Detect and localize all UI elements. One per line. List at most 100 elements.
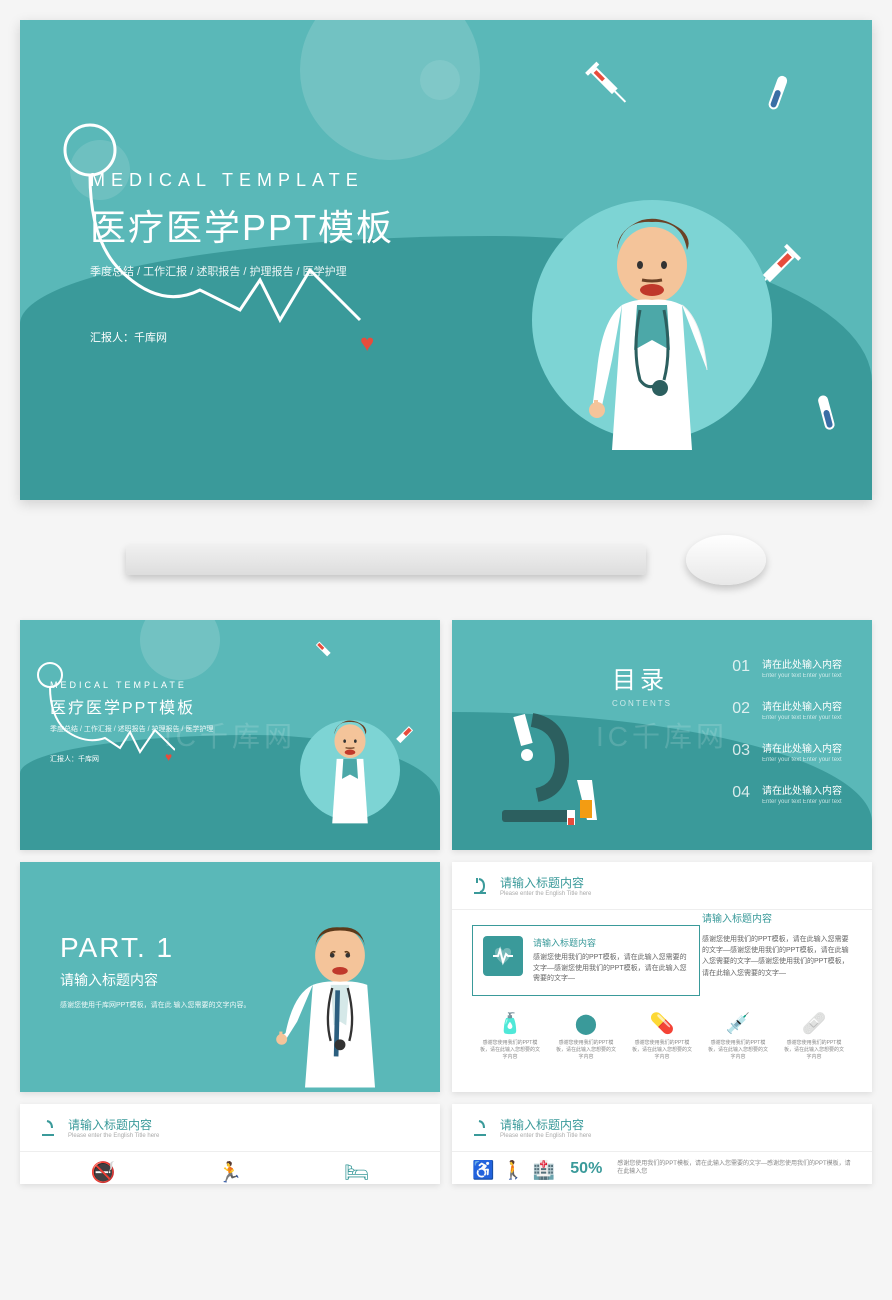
presenter: 汇报人：千库网 bbox=[90, 329, 394, 345]
toc-text: 请在此处输入内容 bbox=[762, 702, 842, 713]
stat-percent: 50% bbox=[570, 1160, 602, 1178]
toc-desc: Enter your text Enter your text bbox=[762, 757, 842, 763]
tags: 季度总结 / 工作汇报 / 述职报告 / 护理报告 / 医学护理 bbox=[90, 263, 394, 279]
part-desc: 感谢您使用千库网PPT模板，请在此 输入您需要的文字内容。 bbox=[60, 1000, 251, 1011]
icon-item: 💊 感谢您使用我们的PPT模板，请在此输入您想要的文字内容 bbox=[632, 1011, 692, 1061]
toc-text: 请在此处输入内容 bbox=[762, 744, 842, 755]
side-desc: 感谢您使用我们的PPT模板，请在此输入您需要的文字—感谢您使用我们的PPT模板，… bbox=[702, 934, 852, 979]
feature-text: 感谢您使用我们的PPT模板，请在此输入您需要的文字—感谢您使用我们的PPT模板，… bbox=[533, 953, 689, 985]
toc-desc: Enter your text Enter your text bbox=[762, 799, 842, 805]
heartbeat-icon bbox=[483, 936, 523, 976]
content-subtitle: Please enter the English Title here bbox=[500, 891, 591, 897]
microscope-icon bbox=[472, 1118, 492, 1138]
thumb-title-area: MEDICAL TEMPLATE 医疗医学PPT模板 季度总结 / 工作汇报 /… bbox=[50, 680, 213, 764]
capsule-icon: 💊 bbox=[632, 1011, 692, 1036]
stat-text: 感谢您使用我们的PPT模板，请在此输入您需要的文字—感谢您使用我们的PPT模板，… bbox=[617, 1160, 852, 1184]
three-col: 🚭请输入标题内容 🏃请输入标题内容 🛏请输入标题内容 bbox=[20, 1152, 440, 1184]
col-item: 🛏请输入标题内容 bbox=[329, 1160, 385, 1184]
stat-row: ♿ 🚶 🏥 50% 60% 感谢您使用我们的PPT模板，请在此输入您需要的文字—… bbox=[452, 1152, 872, 1184]
part-num: PART. 1 bbox=[60, 932, 251, 964]
toc-text: 请在此处输入内容 bbox=[762, 660, 842, 671]
subtitle-en: MEDICAL TEMPLATE bbox=[50, 680, 213, 690]
icon-item: 💉 感谢您使用我们的PPT模板，请在此输入您想要的文字内容 bbox=[708, 1011, 768, 1061]
toc-item: 03 请在此处输入内容 Enter your text Enter your tex… bbox=[732, 739, 842, 763]
mouse-graphic bbox=[686, 535, 766, 585]
icon-row: 🧴感谢您使用我们的PPT模板，请在此输入您想要的文字内容 ⬤感谢您使用我们的PP… bbox=[472, 1011, 852, 1061]
stat-percent: 60% bbox=[570, 1182, 602, 1184]
microscope-icon bbox=[40, 1118, 60, 1138]
content-header: 请输入标题内容Please enter the English Title he… bbox=[20, 1104, 440, 1152]
thumb-cover: ♥ MEDICAL TEMPLATE 医疗医学PPT模板 季度总结 / 工作汇报… bbox=[20, 620, 440, 850]
toc-num: 03 bbox=[732, 742, 750, 760]
bandaid-icon: 🩹 bbox=[784, 1011, 844, 1036]
icon-text: 感谢您使用我们的PPT模板，请在此输入您想要的文字内容 bbox=[708, 1040, 768, 1061]
toc-text: 请在此处输入内容 bbox=[762, 786, 842, 797]
toc-list: 01 请在此处输入内容 Enter your text Enter your tex… bbox=[732, 655, 842, 823]
side-title: 请输入标题内容 bbox=[702, 912, 852, 928]
pill-icon: ⬤ bbox=[556, 1011, 616, 1036]
content-subtitle: Please enter the English Title here bbox=[500, 1133, 591, 1139]
icon-text: 感谢您使用我们的PPT模板，请在此输入您想要的文字内容 bbox=[632, 1040, 692, 1061]
toc-desc: Enter your text Enter your text bbox=[762, 673, 842, 679]
walking-icon: 🚶 bbox=[502, 1160, 524, 1184]
hospital-icon: 🏥 bbox=[533, 1160, 555, 1184]
doctor-illustration bbox=[270, 912, 410, 1092]
thumb-partial-right: 请输入标题内容Please enter the English Title he… bbox=[452, 1104, 872, 1184]
icon-text: 感谢您使用我们的PPT模板，请在此输入您想要的文字内容 bbox=[784, 1040, 844, 1061]
bottom-grid: 请输入标题内容Please enter the English Title he… bbox=[20, 1104, 872, 1184]
content-subtitle: Please enter the English Title here bbox=[68, 1133, 159, 1139]
microscope-icon bbox=[492, 700, 612, 830]
side-text: 请输入标题内容 感谢您使用我们的PPT模板，请在此输入您需要的文字—感谢您使用我… bbox=[702, 912, 852, 979]
thumbnail-grid: ♥ MEDICAL TEMPLATE 医疗医学PPT模板 季度总结 / 工作汇报… bbox=[20, 620, 872, 1092]
icon-item: 🩹 感谢您使用我们的PPT模板，请在此输入您想要的文字内容 bbox=[784, 1011, 844, 1061]
main-title: 医疗医学PPT模板 bbox=[90, 199, 394, 251]
feature-box: 请输入标题内容感谢您使用我们的PPT模板，请在此输入您需要的文字—感谢您使用我们… bbox=[472, 925, 700, 996]
main-slide: ♥ MEDICAL TEMPLATE 医疗医学PPT模板 季度总结 / 工作汇报… bbox=[20, 20, 872, 500]
toc-num: 01 bbox=[732, 658, 750, 676]
content-header: 请输入标题内容Please enter the English Title he… bbox=[452, 862, 872, 910]
title-area: MEDICAL TEMPLATE 医疗医学PPT模板 季度总结 / 工作汇报 /… bbox=[90, 170, 394, 345]
microscope-icon bbox=[472, 876, 492, 896]
bg-circle bbox=[420, 60, 460, 100]
content-title: 请输入标题内容 bbox=[500, 874, 591, 891]
part-title: PART. 1 请输入标题内容 感谢您使用千库网PPT模板，请在此 输入您需要的… bbox=[60, 932, 251, 1011]
syringe-icon bbox=[570, 38, 655, 123]
icon-text: 感谢您使用我们的PPT模板，请在此输入您想要的文字内容 bbox=[556, 1040, 616, 1061]
toc-item: 04 请在此处输入内容 Enter your text Enter your tex… bbox=[732, 781, 842, 805]
doctor-illustration bbox=[310, 715, 390, 825]
content-body: 请输入标题内容感谢您使用我们的PPT模板，请在此输入您需要的文字—感谢您使用我们… bbox=[452, 910, 872, 1076]
toc-num: 02 bbox=[732, 700, 750, 718]
syringe-icon: 💉 bbox=[708, 1011, 768, 1036]
tags: 季度总结 / 工作汇报 / 述职报告 / 护理报告 / 医学护理 bbox=[50, 724, 213, 734]
presenter: 汇报人：千库网 bbox=[50, 754, 213, 764]
stat-nums: 50% 60% bbox=[570, 1160, 602, 1184]
content-header: 请输入标题内容Please enter the English Title he… bbox=[452, 1104, 872, 1152]
keyboard-row bbox=[20, 520, 872, 600]
syringe-icon bbox=[304, 629, 346, 671]
toc-desc: Enter your text Enter your text bbox=[762, 715, 842, 721]
toc-title: 目录 CONTENTS bbox=[612, 660, 672, 708]
toc-item: 02 请在此处输入内容 Enter your text Enter your tex… bbox=[732, 697, 842, 721]
icon-item: 🧴感谢您使用我们的PPT模板，请在此输入您想要的文字内容 bbox=[480, 1011, 540, 1061]
part-subtitle: 请输入标题内容 bbox=[60, 970, 251, 990]
toc-title-text: 目录 bbox=[612, 667, 668, 694]
col-item: 🚭请输入标题内容 bbox=[75, 1160, 131, 1184]
feature-title: 请输入标题内容 bbox=[533, 936, 689, 949]
content-title: 请输入标题内容 bbox=[68, 1116, 159, 1133]
toc-num: 04 bbox=[732, 784, 750, 802]
no-smoking-icon: 🚭 bbox=[75, 1160, 131, 1184]
keyboard-graphic bbox=[126, 545, 646, 575]
thumb-toc: 目录 CONTENTS 01 请在此处输入内容 Enter your text En… bbox=[452, 620, 872, 850]
content-title: 请输入标题内容 bbox=[500, 1116, 591, 1133]
bottle-icon: 🧴 bbox=[480, 1011, 540, 1036]
col-item: 🏃请输入标题内容 bbox=[202, 1160, 258, 1184]
toc-subtitle: CONTENTS bbox=[612, 699, 672, 708]
bed-icon: 🛏 bbox=[329, 1160, 385, 1184]
main-title: 医疗医学PPT模板 bbox=[50, 694, 213, 718]
doctor-illustration bbox=[562, 210, 742, 450]
icon-item: ⬤ 感谢您使用我们的PPT模板，请在此输入您想要的文字内容 bbox=[556, 1011, 616, 1061]
subtitle-en: MEDICAL TEMPLATE bbox=[90, 170, 394, 191]
thumb-part1: PART. 1 请输入标题内容 感谢您使用千库网PPT模板，请在此 输入您需要的… bbox=[20, 862, 440, 1092]
wheelchair-icon: ♿ bbox=[472, 1160, 494, 1184]
thumb-partial-left: 请输入标题内容Please enter the English Title he… bbox=[20, 1104, 440, 1184]
